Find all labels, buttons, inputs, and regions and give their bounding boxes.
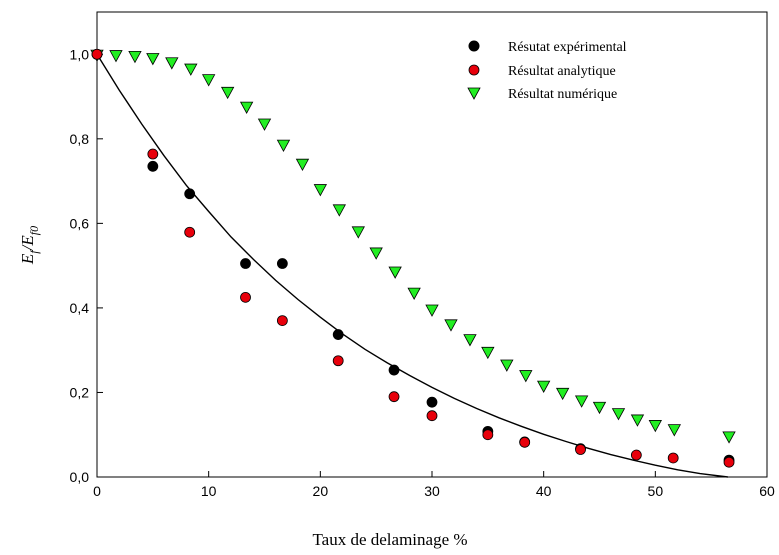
numerical-point bbox=[332, 204, 346, 217]
legend-marker-analytical bbox=[468, 64, 480, 76]
x-tick-label: 0 bbox=[93, 483, 101, 499]
y-axis-title-slash: / bbox=[18, 243, 37, 251]
y-tick-label: 0,0 bbox=[70, 469, 90, 485]
y-axis-title: Ef/Ef0 bbox=[18, 226, 41, 265]
numerical-point bbox=[519, 370, 533, 383]
x-tick-label: 30 bbox=[424, 483, 440, 499]
numerical-point bbox=[425, 304, 439, 317]
y-axis-title-sub2: f0 bbox=[27, 226, 41, 235]
y-axis-title-base2: E bbox=[18, 235, 37, 247]
legend: Résutat expérimental Résultat analytique… bbox=[467, 40, 627, 102]
experimental-point bbox=[147, 160, 159, 172]
numerical-point bbox=[184, 63, 198, 76]
y-tick-label: 1,0 bbox=[70, 46, 90, 62]
y-tick-label: 0,6 bbox=[70, 215, 90, 231]
experimental-point bbox=[388, 364, 400, 376]
data-points bbox=[90, 48, 736, 468]
analytical-point bbox=[240, 291, 251, 303]
legend-marker-experimental bbox=[468, 40, 480, 52]
legend-label-analytical: Résultat analytique bbox=[508, 64, 616, 79]
numerical-point bbox=[295, 158, 310, 172]
legend-label-numerical: Résultat numérique bbox=[508, 87, 617, 102]
numerical-point bbox=[648, 420, 663, 433]
analytical-point bbox=[147, 148, 159, 160]
x-axis-title: Taux de delaminage % bbox=[312, 530, 467, 549]
analytical-point bbox=[667, 452, 679, 464]
y-tick-label: 0,2 bbox=[70, 384, 90, 400]
analytical-point bbox=[482, 429, 494, 441]
legend-label-experimental: Résutat expérimental bbox=[508, 40, 627, 55]
y-tick-label: 0,8 bbox=[70, 131, 90, 147]
numerical-point bbox=[146, 53, 160, 66]
analytical-point bbox=[630, 449, 642, 461]
numerical-point bbox=[555, 387, 570, 401]
numerical-point bbox=[220, 86, 235, 100]
experimental-point bbox=[276, 258, 288, 269]
legend-marker-numerical bbox=[467, 87, 481, 100]
analytical-point bbox=[426, 410, 438, 422]
y-tick-label: 0,4 bbox=[70, 300, 90, 316]
numerical-point bbox=[667, 424, 681, 437]
y-axis-title-sub1: f bbox=[27, 249, 41, 254]
numerical-point bbox=[574, 395, 589, 408]
x-tick-label: 50 bbox=[648, 483, 664, 499]
x-axis-ticks: 0 10 20 30 40 50 60 bbox=[93, 471, 775, 499]
numerical-point bbox=[313, 184, 328, 197]
x-tick-label: 10 bbox=[201, 483, 217, 499]
numerical-point bbox=[722, 431, 736, 444]
numerical-point bbox=[239, 101, 254, 114]
numerical-point bbox=[369, 247, 383, 260]
numerical-point bbox=[388, 266, 402, 279]
numerical-point bbox=[592, 401, 607, 415]
experimental-point bbox=[184, 188, 196, 200]
numerical-point bbox=[630, 414, 645, 427]
numerical-point bbox=[257, 118, 272, 131]
numerical-point bbox=[201, 74, 216, 87]
numerical-point bbox=[500, 359, 514, 372]
analytical-point bbox=[184, 226, 196, 238]
x-tick-label: 20 bbox=[313, 483, 329, 499]
numerical-point bbox=[463, 334, 477, 347]
numerical-point bbox=[165, 57, 179, 70]
analytical-point bbox=[388, 391, 400, 403]
analytical-point bbox=[575, 444, 586, 455]
analytical-point bbox=[723, 456, 735, 468]
experimental-point bbox=[332, 329, 344, 340]
experimental-point bbox=[426, 396, 438, 408]
numerical-point bbox=[444, 319, 458, 332]
x-tick-label: 40 bbox=[536, 483, 552, 499]
analytical-point bbox=[91, 48, 103, 60]
y-axis-title-base1: E bbox=[18, 253, 37, 265]
analytical-point bbox=[332, 355, 344, 367]
fit-curve bbox=[96, 53, 728, 478]
y-axis-ticks: 0,0 0,2 0,4 0,6 0,8 1,0 bbox=[70, 46, 103, 485]
numerical-point bbox=[536, 380, 551, 393]
analytical-point bbox=[276, 315, 288, 326]
numerical-point bbox=[481, 346, 495, 360]
numerical-point bbox=[276, 139, 291, 152]
numerical-point bbox=[128, 50, 142, 64]
x-tick-label: 60 bbox=[759, 483, 775, 499]
numerical-point bbox=[611, 408, 626, 421]
numerical-point bbox=[407, 287, 421, 300]
analytical-point bbox=[519, 436, 531, 448]
numerical-point bbox=[351, 226, 365, 239]
experimental-point bbox=[240, 258, 251, 269]
numerical-point bbox=[109, 50, 123, 63]
